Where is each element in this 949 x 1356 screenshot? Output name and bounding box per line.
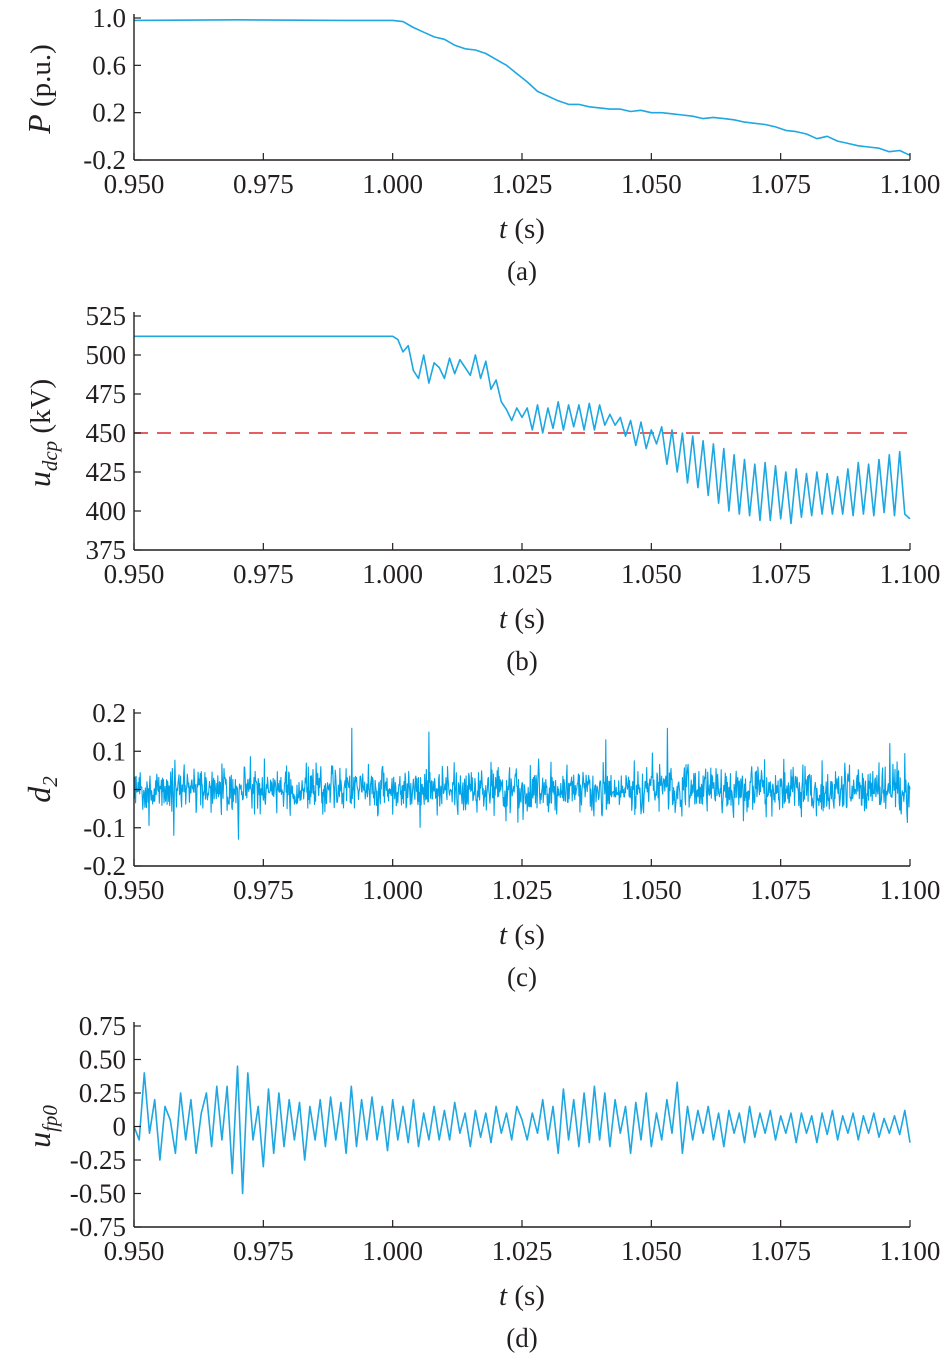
y-tick-label: 1.0 [92,3,126,33]
y-tick-label: 425 [86,457,127,487]
y-axis-label: d2 [21,776,62,803]
x-tick-label: 1.100 [880,875,941,905]
x-tick-label: 1.025 [492,875,553,905]
x-tick-label: 1.075 [750,1236,811,1266]
x-tick-label: 1.075 [750,169,811,199]
y-tick-label: 500 [86,340,127,370]
x-tick-label: 0.975 [233,559,294,589]
chart-panel-4: 0.950 0.975 1.000 1.025 1.050 1.075 1.100 0.75 0… [21,1011,940,1353]
y-tick-label: 0.25 [79,1078,126,1108]
y-tick-label: 400 [86,496,127,526]
y-axis-label: P (p.u.) [21,44,57,135]
y-tick-label: -0.2 [83,851,126,881]
x-tick-label: 1.025 [492,169,553,199]
x-tick-label: 1.000 [362,169,423,199]
y-tick-label: 0.2 [92,698,126,728]
chart-panel-2: 0.950 0.975 1.000 1.025 1.050 1.075 1.100 525 50… [21,301,940,676]
x-axis-label: t (s) [499,213,545,245]
x-tick-label: 0.950 [104,1236,165,1266]
x-axis-label: t (s) [499,919,545,951]
x-tick-label: 1.025 [492,1236,553,1266]
x-tick-label: 1.050 [621,559,682,589]
figure-panels: 0.950 0.975 1.000 1.025 1.050 1.075 1.100 1.0 0.… [21,3,940,1353]
x-tick-label: 1.050 [621,875,682,905]
x-tick-label: 1.075 [750,559,811,589]
series-line [133,727,911,840]
x-tick-label: 1.100 [880,559,941,589]
y-tick-label: 525 [86,301,127,331]
chart-panel-3: 0.950 0.975 1.000 1.025 1.050 1.075 1.100 0.2 0.… [21,698,940,992]
x-tick-label: 0.950 [104,875,165,905]
y-tick-label: -0.50 [70,1179,126,1209]
panel-caption: (b) [506,646,537,676]
y-tick-label: 0 [113,775,127,805]
x-axis-label: t (s) [499,1280,545,1312]
x-tick-label: 0.975 [233,1236,294,1266]
x-tick-label: 1.000 [362,1236,423,1266]
series-line [133,19,911,157]
x-tick-label: 1.050 [621,169,682,199]
series-line [133,1065,911,1195]
chart-panel-1: 0.950 0.975 1.000 1.025 1.050 1.075 1.100 1.0 0.… [21,3,940,286]
y-tick-label: 0.6 [92,50,126,80]
panel-caption: (c) [507,962,537,992]
y-tick-label: 0 [113,1112,127,1142]
y-tick-label: -0.1 [83,813,126,843]
y-tick-label: 450 [86,418,127,448]
y-tick-label: -0.2 [83,145,126,175]
x-axis-label: t (s) [499,603,545,635]
y-tick-label: 375 [86,535,127,565]
panel-caption: (d) [506,1323,537,1353]
y-tick-label: -0.25 [70,1145,126,1175]
x-tick-label: 1.000 [362,875,423,905]
y-tick-label: -0.75 [70,1212,126,1242]
panel-caption: (a) [507,256,537,286]
x-tick-label: 1.100 [880,169,941,199]
y-axis-label: ufp0 [21,1105,62,1148]
x-tick-label: 0.950 [104,169,165,199]
y-tick-label: 0.2 [92,98,126,128]
y-axis-label: udcp (kV) [21,379,62,487]
x-tick-label: 0.975 [233,875,294,905]
series-line [134,335,911,525]
y-tick-label: 0.1 [92,736,126,766]
x-tick-label: 1.025 [492,559,553,589]
x-tick-label: 0.975 [233,169,294,199]
y-tick-label: 0.75 [79,1011,126,1041]
x-tick-label: 1.100 [880,1236,941,1266]
y-tick-label: 475 [86,379,127,409]
x-tick-label: 1.000 [362,559,423,589]
x-tick-label: 1.075 [750,875,811,905]
y-tick-label: 0.50 [79,1045,126,1075]
x-tick-label: 1.050 [621,1236,682,1266]
x-tick-label: 0.950 [104,559,165,589]
